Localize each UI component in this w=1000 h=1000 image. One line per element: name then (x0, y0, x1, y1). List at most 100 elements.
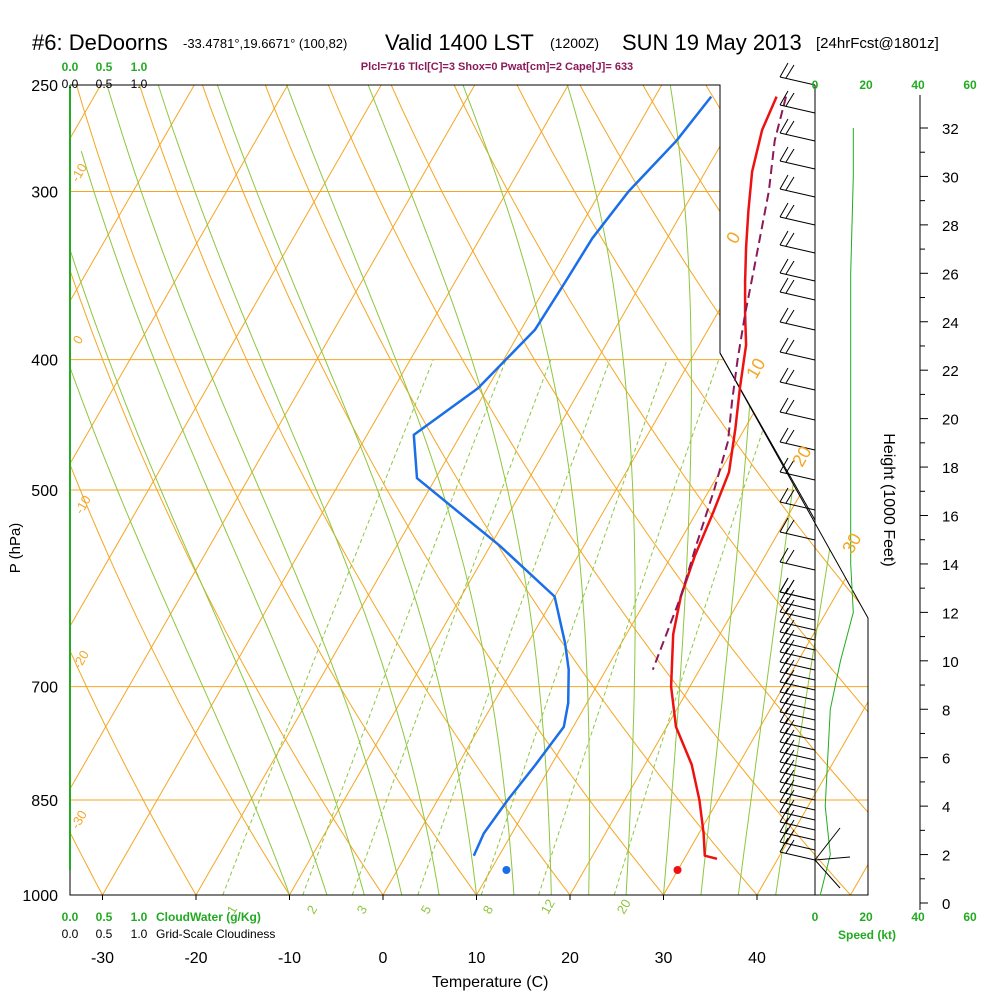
wind-barb (779, 757, 816, 781)
wind-barb (779, 737, 816, 761)
isotherm-line (70, 85, 364, 895)
height-tick-label: 0 (942, 896, 950, 913)
mixing-ratio-line (613, 359, 787, 895)
moist-adiabat (240, 85, 515, 895)
mixing-ratio-label: 20 (614, 896, 634, 916)
height-tick-label: 26 (942, 266, 959, 283)
isotherm-line (70, 85, 270, 895)
wind-barb (779, 90, 816, 114)
isotherm-line (663, 85, 868, 895)
wind-barb (779, 397, 816, 421)
wind-barb (779, 767, 816, 791)
pressure-tick-label: 250 (31, 78, 58, 95)
mixing-ratio-line (302, 359, 507, 895)
height-tick-label: 10 (942, 654, 959, 671)
wind-barb (779, 707, 816, 731)
top-speed-tick: 40 (911, 78, 925, 92)
dewpoint-curve (412, 95, 713, 857)
frame-diagonal (719, 352, 816, 521)
temp-tick-label: -10 (278, 950, 301, 967)
mixing-ratio-line (480, 359, 668, 895)
moist-adiabat (642, 85, 692, 895)
station-coords: -33.4781°,19.6671° (100,82) (183, 36, 347, 51)
station-title: #6: DeDoorns (32, 30, 168, 55)
height-tick-label: 4 (942, 799, 950, 816)
isotherm-label: -20 (70, 648, 92, 672)
moist-adiabat (775, 85, 868, 895)
wind-barb (779, 174, 816, 198)
wind-barb (779, 427, 816, 451)
height-tick-label: 24 (942, 315, 959, 332)
bottom-cloudiness-tick: 0.5 (96, 927, 113, 941)
wind-barb (779, 777, 816, 801)
isotherm-label: 20 (788, 443, 815, 470)
pressure-tick-label: 400 (31, 353, 58, 370)
x-axis-title: Temperature (C) (432, 974, 548, 991)
dry-adiabat (70, 85, 290, 895)
isotherm-line (850, 85, 868, 895)
valid-time: Valid 1400 LST (385, 30, 534, 55)
wind-barb (779, 627, 816, 651)
bottom-speed-tick: 40 (911, 910, 925, 924)
y-axis-title: P (hPa) (7, 523, 24, 574)
dry-adiabat (395, 85, 868, 895)
wind-barb (779, 827, 816, 851)
isotherm-line (382, 85, 868, 895)
pressure-tick-label: 500 (31, 483, 58, 500)
height-tick-label: 22 (942, 363, 959, 380)
wind-barb (779, 587, 816, 611)
wind-barb (779, 146, 816, 170)
wind-barb (779, 677, 816, 701)
bottom-speed-tick: 20 (859, 910, 873, 924)
isotherm-line (102, 85, 644, 895)
wind-barb (779, 817, 816, 841)
isotherm-line (70, 85, 551, 895)
wind-barb (779, 607, 816, 631)
wind-barb (779, 667, 816, 691)
wind-barb (779, 277, 816, 301)
height-tick-label: 20 (942, 412, 959, 429)
moist-adiabat (700, 85, 763, 895)
date-label: SUN 19 May 2013 (622, 30, 802, 55)
plot-border (69, 84, 869, 896)
temp-tick-label: 20 (561, 950, 579, 967)
bottom-cloudiness-tick: 0.0 (62, 927, 79, 941)
cloudiness-caption: Grid-Scale Cloudiness (156, 927, 275, 941)
dry-adiabat (70, 85, 197, 895)
dry-adiabat (158, 85, 664, 895)
wind-barb (779, 717, 816, 741)
wind-barb (779, 807, 816, 831)
wind-barb (779, 797, 816, 821)
speed-caption: Speed (kt) (838, 928, 896, 942)
zulu-time: (1200Z) (550, 35, 599, 51)
top-cloudwater-tick: 1.0 (131, 60, 148, 74)
top-speed-tick: 20 (859, 78, 873, 92)
height-tick-label: 2 (942, 848, 950, 865)
wind-barb (779, 457, 816, 481)
thermo-grid (70, 85, 868, 895)
height-tick-label: 18 (942, 460, 959, 477)
mixing-ratio-label: 3 (354, 903, 371, 917)
top-cloudwater-tick: 0.5 (96, 60, 113, 74)
temp-tick-label: -30 (91, 950, 114, 967)
bottom-cloudwater-tick: 1.0 (131, 910, 148, 924)
isotherm-line (476, 85, 868, 895)
temp-tick-label: 0 (379, 950, 388, 967)
isotherm-line (289, 85, 831, 895)
y2-axis-title: Height (1000 Feet) (880, 433, 897, 566)
height-tick-label: 12 (942, 605, 959, 622)
height-tick-label: 30 (942, 169, 959, 186)
temperature-curve (669, 96, 778, 861)
isotherm-label: 0 (70, 333, 87, 347)
top-speed-tick: 0 (812, 78, 819, 92)
isotherm-line (70, 85, 457, 895)
wind-barb (779, 517, 816, 541)
moist-adiabat (737, 85, 848, 895)
wind-speed-profile (819, 128, 854, 896)
mixing-ratio-line (222, 359, 434, 895)
mixing-ratio-line (417, 359, 611, 895)
top-cloudiness-tick: 0.0 (62, 77, 79, 91)
bottom-cloudwater-tick: 0.5 (96, 910, 113, 924)
isotherm-label: 0 (722, 228, 744, 247)
wind-barb (779, 837, 816, 861)
